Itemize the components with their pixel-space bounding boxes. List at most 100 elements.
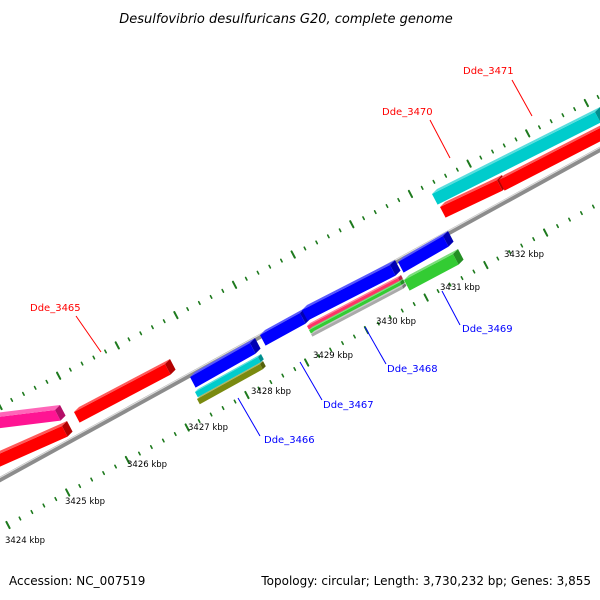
label-leader-line (237, 397, 261, 437)
minor-tick (268, 264, 272, 269)
minor-tick (197, 300, 201, 306)
label-leader-line (75, 315, 102, 353)
feature-arrow-end (260, 361, 266, 370)
minor-tick (114, 464, 117, 469)
kbp-label: 3432 kbp (504, 250, 544, 260)
minor-tick (514, 137, 518, 142)
feature-arrow-top (190, 338, 255, 377)
minor-tick (127, 337, 131, 342)
minor-tick (221, 288, 225, 293)
feature-arrow (440, 180, 503, 218)
minor-tick (400, 308, 404, 313)
feature-arrow-top (398, 231, 448, 262)
major-tick (124, 455, 131, 465)
feature-arrow (74, 364, 171, 423)
minor-tick (54, 496, 58, 502)
minor-tick (303, 246, 307, 251)
minor-tick (162, 319, 166, 324)
feature-arrow-end (400, 279, 405, 286)
minor-tick (455, 167, 459, 172)
minor-tick (353, 334, 356, 339)
major-tick (466, 159, 472, 168)
feature-arrow-top (197, 361, 263, 399)
minor-tick (556, 224, 560, 229)
kbp-label: 3429 kbp (313, 351, 353, 361)
map-title: Desulfovibrio desulfuricans G20, complet… (119, 12, 453, 27)
feature-arrow (0, 426, 68, 467)
minor-tick (591, 204, 595, 209)
minor-tick (568, 217, 571, 222)
feature-arrow-end (595, 107, 600, 122)
minor-tick (10, 397, 14, 402)
minor-tick (412, 302, 416, 307)
summary-text: Topology: circular; Length: 3,730,232 bp… (260, 574, 591, 588)
feature-arrow-top (0, 405, 60, 417)
minor-tick (269, 379, 273, 385)
kbp-label: 3426 kbp (127, 460, 167, 470)
major-tick (290, 250, 296, 259)
gene-label: Dde_3467 (323, 400, 374, 411)
minor-tick (315, 240, 319, 245)
major-tick (231, 280, 238, 289)
feature-arrow (195, 357, 261, 398)
feature-arrow (398, 236, 449, 273)
feature-arrow (499, 128, 600, 191)
feature-arrow-top (0, 421, 67, 454)
minor-tick (209, 412, 213, 417)
minor-tick (388, 315, 392, 320)
minor-tick (596, 94, 600, 100)
gene-label: Dde_3468 (387, 364, 438, 375)
minor-tick (161, 438, 165, 443)
label-leader-line (511, 79, 533, 117)
minor-tick (197, 418, 201, 424)
minor-tick (326, 234, 330, 239)
minor-tick (460, 276, 464, 281)
feature-arrow-end (390, 260, 401, 276)
minor-tick (104, 349, 107, 354)
minor-tick (385, 204, 389, 209)
feature-arrow (307, 278, 400, 330)
minor-tick (376, 321, 380, 326)
minor-tick (233, 399, 237, 404)
minor-tick (479, 155, 483, 160)
major-tick (304, 358, 310, 367)
minor-tick (491, 149, 494, 154)
minor-tick (508, 250, 512, 255)
major-tick (407, 189, 414, 199)
minor-tick (256, 270, 260, 275)
gene-label: Dde_3471 (463, 66, 514, 77)
feature-arrow-top (260, 308, 305, 335)
minor-tick (532, 237, 536, 242)
feature-arrow (197, 364, 263, 405)
minor-tick (137, 451, 141, 456)
minor-tick (92, 355, 96, 360)
feature-arrow-top (499, 125, 600, 180)
major-tick (114, 341, 120, 350)
feature-arrow (190, 343, 256, 388)
minor-tick (221, 405, 225, 411)
feature-arrow-top (440, 175, 502, 207)
major-tick (65, 488, 71, 497)
minor-tick (149, 444, 153, 450)
minor-tick (573, 107, 577, 112)
gene-label: Dde_3465 (30, 303, 81, 314)
feature-arrow (260, 313, 306, 346)
gene-label: Dde_3466 (264, 435, 315, 446)
major-tick (56, 371, 62, 380)
gene-labels: Dde_3471 Dde_3470 Dde_3465 Dde_3466 Dde_… (30, 66, 514, 446)
major-tick (349, 220, 355, 229)
minor-tick (281, 373, 285, 378)
minor-tick (496, 256, 500, 261)
major-tick (0, 403, 3, 411)
kbp-label: 3425 kbp (65, 497, 105, 507)
feature-arrow-top (432, 107, 600, 194)
minor-tick (42, 503, 46, 508)
minor-tick (280, 258, 283, 263)
major-tick (483, 260, 489, 270)
feature-arrow (311, 286, 404, 337)
minor-tick (341, 341, 344, 346)
feature-arrow-top (311, 283, 405, 334)
feature-arrow-top (309, 279, 403, 330)
minor-tick (549, 119, 553, 124)
feature-arrow-end (55, 405, 66, 421)
